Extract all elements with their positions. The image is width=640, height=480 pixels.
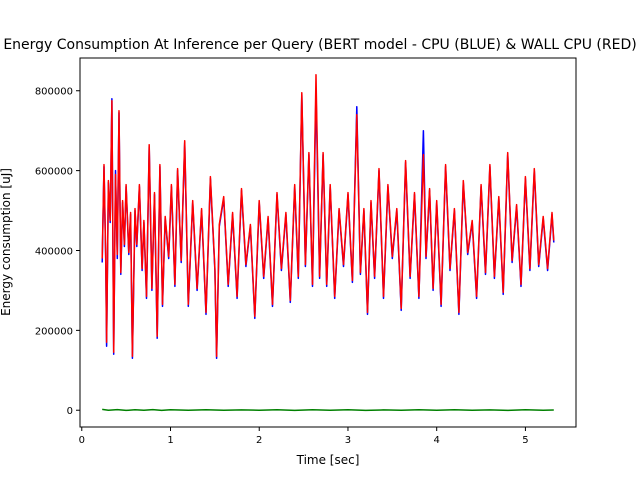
x-tick-label: 5 <box>522 435 528 446</box>
chart-title: Energy Consumption At Inference per Quer… <box>3 37 636 53</box>
y-axis-ticks: 0 200000 400000 600000 800000 <box>35 87 80 417</box>
x-axis-ticks: 0 1 2 3 4 5 <box>79 427 529 446</box>
series-layer <box>101 74 555 412</box>
y-tick-label: 800000 <box>35 87 73 98</box>
y-tick-label: 0 <box>67 406 73 417</box>
series-line-2 <box>102 408 554 412</box>
x-tick-label: 0 <box>79 435 85 446</box>
x-tick-label: 3 <box>345 435 351 446</box>
x-tick-label: 1 <box>167 435 173 446</box>
x-tick-label: 2 <box>256 435 262 446</box>
y-tick-label: 200000 <box>35 326 73 337</box>
x-tick-label: 4 <box>434 435 440 446</box>
series-line-1 <box>101 74 555 358</box>
y-tick-label: 600000 <box>35 167 73 178</box>
plot-frame <box>79 57 577 428</box>
y-tick-label: 400000 <box>35 246 73 257</box>
x-axis-label: Time [sec] <box>296 453 360 467</box>
y-axis-label: Energy consumption [uJ] <box>0 168 13 316</box>
